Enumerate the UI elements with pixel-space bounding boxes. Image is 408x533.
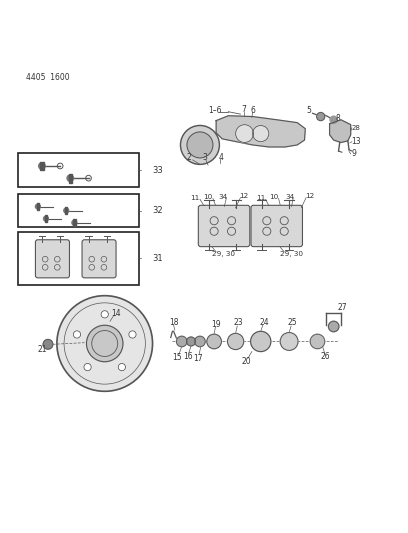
Text: 25: 25 bbox=[288, 318, 297, 327]
Circle shape bbox=[228, 333, 244, 350]
Circle shape bbox=[186, 337, 195, 346]
Circle shape bbox=[310, 334, 325, 349]
Circle shape bbox=[57, 296, 153, 391]
Text: 28: 28 bbox=[352, 125, 360, 131]
Circle shape bbox=[39, 163, 45, 169]
Bar bbox=[18, 232, 139, 285]
Text: 33: 33 bbox=[152, 166, 163, 175]
Text: 29, 30: 29, 30 bbox=[212, 251, 235, 256]
Circle shape bbox=[187, 132, 213, 158]
Text: 32: 32 bbox=[152, 206, 163, 215]
Text: 10: 10 bbox=[204, 194, 213, 200]
Circle shape bbox=[101, 311, 109, 318]
Circle shape bbox=[43, 340, 53, 349]
Text: 2: 2 bbox=[186, 154, 191, 163]
Circle shape bbox=[251, 332, 271, 352]
Circle shape bbox=[180, 125, 220, 164]
Polygon shape bbox=[330, 120, 351, 142]
Bar bbox=[40, 161, 44, 171]
Text: 21: 21 bbox=[37, 345, 47, 354]
Text: 19: 19 bbox=[211, 320, 221, 329]
Text: 13: 13 bbox=[351, 137, 361, 146]
Circle shape bbox=[176, 336, 187, 347]
Text: 17: 17 bbox=[193, 354, 203, 363]
Text: 27: 27 bbox=[338, 303, 347, 312]
Bar bbox=[45, 215, 47, 222]
Text: 4: 4 bbox=[219, 152, 224, 161]
Circle shape bbox=[317, 112, 325, 120]
Text: 6: 6 bbox=[251, 106, 256, 115]
Text: 15: 15 bbox=[173, 353, 182, 362]
Circle shape bbox=[330, 116, 337, 124]
Text: 4405  1600: 4405 1600 bbox=[26, 73, 69, 82]
Circle shape bbox=[35, 204, 40, 209]
Circle shape bbox=[207, 334, 222, 349]
Text: 1–6: 1–6 bbox=[208, 106, 222, 115]
Text: 29, 30: 29, 30 bbox=[279, 251, 303, 256]
Circle shape bbox=[84, 364, 91, 371]
Circle shape bbox=[64, 208, 69, 213]
Circle shape bbox=[235, 125, 253, 142]
Text: 8: 8 bbox=[335, 114, 340, 123]
Circle shape bbox=[129, 331, 136, 338]
Circle shape bbox=[72, 220, 77, 225]
Text: 16: 16 bbox=[183, 352, 193, 361]
Text: 12: 12 bbox=[239, 192, 248, 199]
Text: 3: 3 bbox=[203, 154, 208, 163]
Circle shape bbox=[118, 364, 126, 371]
Bar bbox=[18, 193, 139, 227]
Text: 9: 9 bbox=[352, 149, 356, 158]
Circle shape bbox=[67, 175, 73, 181]
Circle shape bbox=[328, 321, 339, 332]
Text: 34: 34 bbox=[285, 194, 295, 200]
Circle shape bbox=[44, 216, 49, 221]
Text: 7: 7 bbox=[241, 105, 246, 114]
Polygon shape bbox=[216, 116, 305, 147]
Text: 34: 34 bbox=[219, 194, 228, 200]
Text: 11: 11 bbox=[191, 195, 200, 200]
Text: 20: 20 bbox=[242, 357, 251, 366]
Bar bbox=[37, 203, 39, 210]
Bar bbox=[69, 174, 72, 183]
Text: 31: 31 bbox=[152, 254, 163, 263]
Text: 24: 24 bbox=[259, 318, 269, 327]
FancyBboxPatch shape bbox=[35, 240, 69, 278]
Bar bbox=[18, 153, 139, 188]
Text: 10: 10 bbox=[269, 194, 278, 200]
FancyBboxPatch shape bbox=[82, 240, 116, 278]
Circle shape bbox=[280, 333, 298, 350]
Circle shape bbox=[195, 336, 205, 347]
Text: 26: 26 bbox=[321, 352, 330, 361]
Text: 11: 11 bbox=[256, 195, 265, 200]
Text: 23: 23 bbox=[234, 318, 243, 327]
Text: 12: 12 bbox=[306, 192, 315, 199]
Text: 5: 5 bbox=[306, 107, 311, 116]
Text: 14: 14 bbox=[111, 309, 120, 318]
FancyBboxPatch shape bbox=[198, 205, 250, 247]
Bar bbox=[73, 219, 75, 227]
Circle shape bbox=[73, 331, 81, 338]
Circle shape bbox=[86, 325, 123, 362]
Text: 18: 18 bbox=[169, 318, 178, 327]
Circle shape bbox=[253, 125, 269, 142]
FancyBboxPatch shape bbox=[251, 205, 302, 247]
Bar bbox=[65, 207, 67, 214]
